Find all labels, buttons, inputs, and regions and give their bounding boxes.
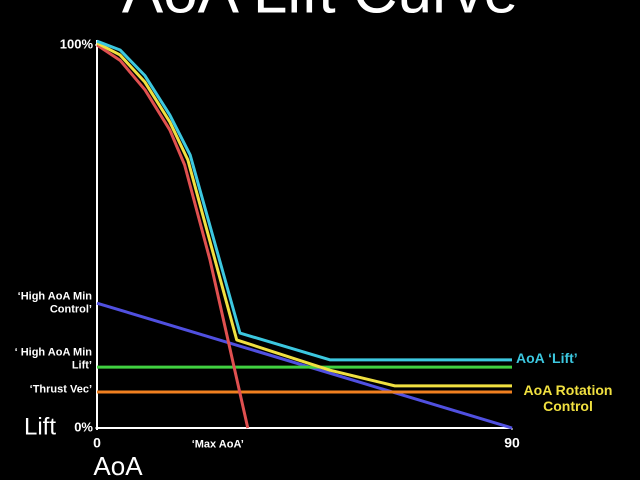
annotation: ‘ High AoA Min Lift’ — [14, 346, 92, 372]
y-tick-label: 100% — [60, 36, 94, 51]
chart-title: AoA Lift Curve — [122, 0, 518, 26]
annotation: ‘High AoA Min Control’ — [17, 290, 92, 316]
legend-label: AoA Rotation Control — [523, 381, 613, 414]
x-axis-label: AoA — [93, 451, 143, 480]
series-line — [96, 41, 512, 388]
y-axis-label: Lift — [24, 413, 56, 440]
annotation: ‘Max AoA’ — [191, 438, 244, 451]
legend-label: AoA ‘Lift’ — [516, 349, 578, 366]
series-line — [96, 39, 512, 362]
x-tick-label: 0 — [93, 435, 101, 451]
y-tick-label: 0% — [74, 419, 93, 434]
series-line — [96, 301, 513, 430]
x-tick-label: 90 — [504, 435, 520, 451]
series-line — [96, 43, 250, 429]
annotation: ‘Thrust Vec’ — [29, 383, 92, 396]
